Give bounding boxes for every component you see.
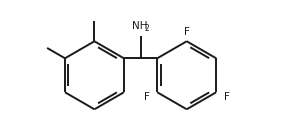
Text: F: F — [144, 92, 149, 102]
Text: F: F — [184, 27, 190, 37]
Text: 2: 2 — [144, 24, 149, 33]
Text: NH: NH — [132, 21, 148, 31]
Text: F: F — [224, 92, 230, 102]
